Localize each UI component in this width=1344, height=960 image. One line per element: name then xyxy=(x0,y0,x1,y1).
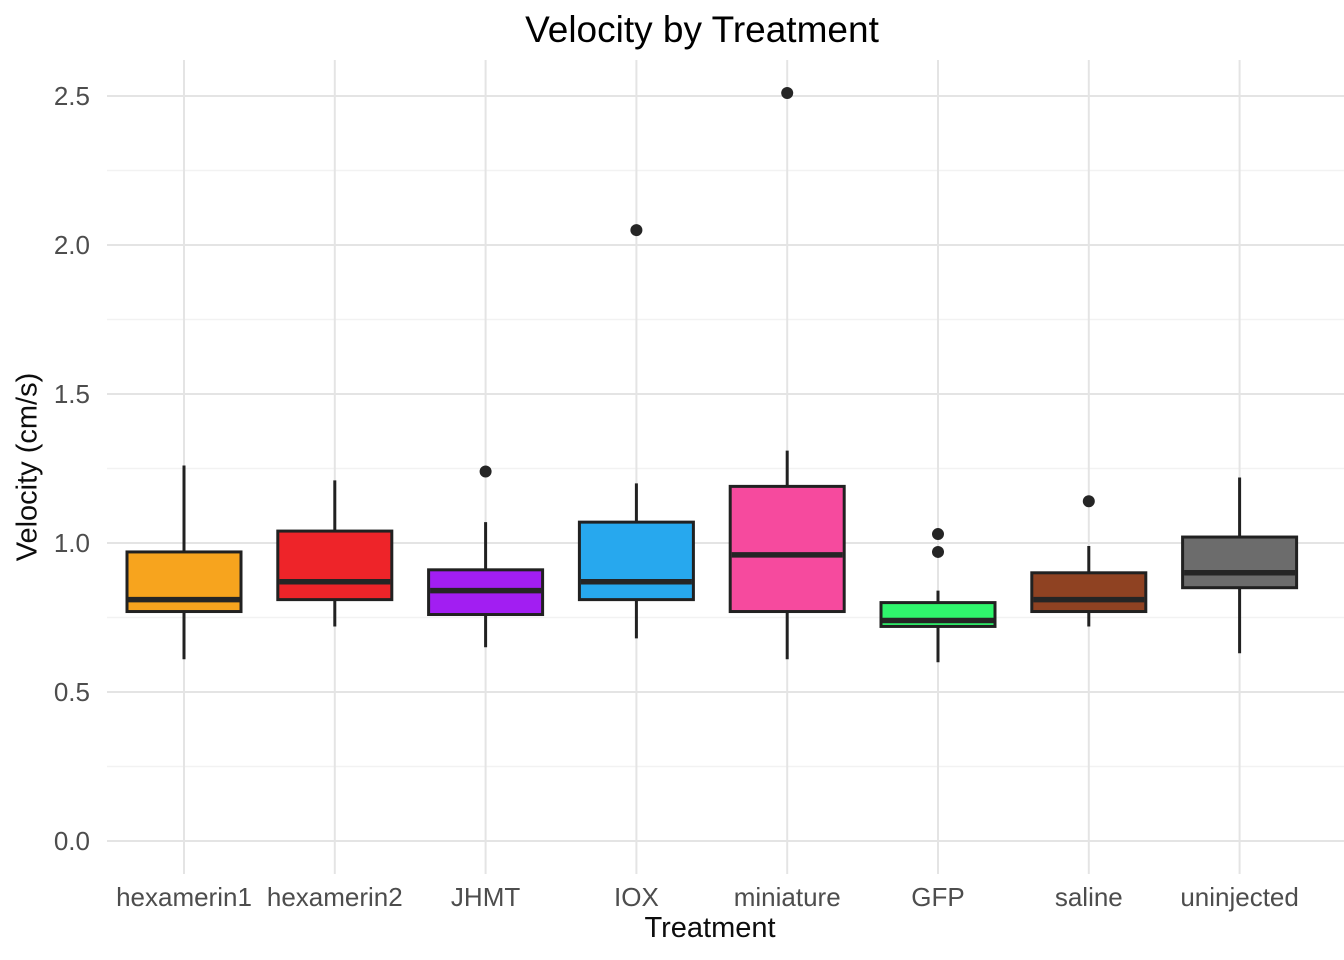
plot-title: Velocity by Treatment xyxy=(525,9,879,50)
outlier-point xyxy=(630,224,643,237)
box-IOX xyxy=(577,520,695,602)
x-tick-label: hexamerin1 xyxy=(116,882,252,912)
x-tick-label: hexamerin2 xyxy=(267,882,403,912)
box-hexamerin1 xyxy=(125,550,243,614)
x-tick-label: miniature xyxy=(734,882,841,912)
y-tick-label: 2.0 xyxy=(54,230,90,260)
x-axis-title: Treatment xyxy=(644,912,776,944)
box-uninjected xyxy=(1181,535,1299,590)
x-tick-label: JHMT xyxy=(451,882,520,912)
y-tick-label: 1.0 xyxy=(54,528,90,558)
outlier-point xyxy=(932,545,944,558)
x-tick-label: saline xyxy=(1055,882,1123,912)
x-tick-label: IOX xyxy=(614,882,659,912)
y-tick-label: 0.5 xyxy=(54,677,90,707)
outlier-point xyxy=(932,528,944,541)
y-tick-label: 1.5 xyxy=(54,379,90,409)
box-saline xyxy=(1030,571,1148,614)
outlier-point xyxy=(479,465,492,478)
x-tick-label: GFP xyxy=(911,882,964,912)
outlier-point xyxy=(781,87,794,100)
y-tick-label: 0.0 xyxy=(54,826,90,856)
y-axis-title: Velocity (cm/s) xyxy=(11,372,44,562)
box-miniature xyxy=(728,484,846,614)
box-hexamerin2 xyxy=(276,529,394,602)
outlier-point xyxy=(1082,495,1095,508)
x-tick-label: uninjected xyxy=(1180,882,1299,912)
y-tick-label: 2.5 xyxy=(54,81,90,111)
